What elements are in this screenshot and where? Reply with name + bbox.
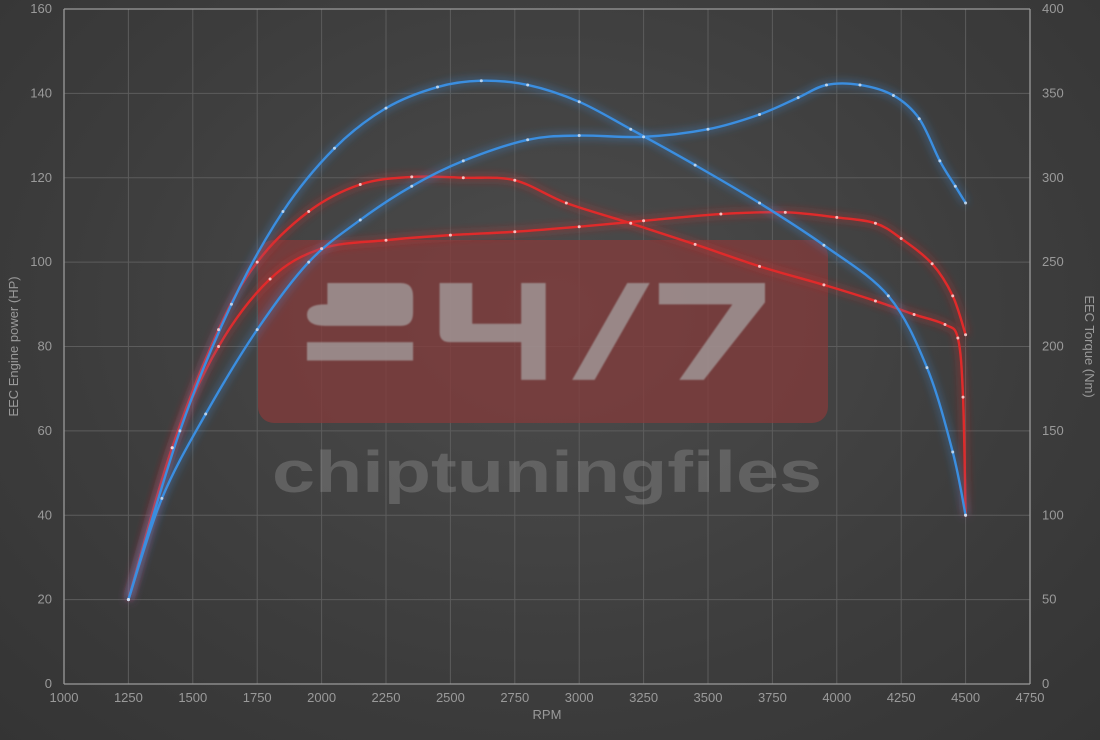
svg-text:3750: 3750	[758, 690, 787, 705]
svg-text:250: 250	[1042, 254, 1064, 269]
svg-text:150: 150	[1042, 423, 1064, 438]
svg-text:0: 0	[1042, 676, 1049, 691]
svg-text:EEC Torque (Nm): EEC Torque (Nm)	[1082, 295, 1097, 397]
svg-text:300: 300	[1042, 170, 1064, 185]
svg-text:3000: 3000	[565, 690, 594, 705]
svg-text:4000: 4000	[822, 690, 851, 705]
svg-text:120: 120	[30, 170, 52, 185]
svg-text:2750: 2750	[500, 690, 529, 705]
svg-text:4250: 4250	[887, 690, 916, 705]
svg-text:3500: 3500	[694, 690, 723, 705]
svg-text:RPM: RPM	[533, 707, 562, 722]
svg-text:4750: 4750	[1016, 690, 1045, 705]
svg-text:60: 60	[38, 423, 52, 438]
svg-text:4500: 4500	[951, 690, 980, 705]
svg-text:2000: 2000	[307, 690, 336, 705]
svg-text:40: 40	[38, 507, 52, 522]
svg-text:1250: 1250	[114, 690, 143, 705]
svg-text:20: 20	[38, 592, 52, 607]
svg-text:1000: 1000	[50, 690, 79, 705]
svg-text:140: 140	[30, 85, 52, 100]
svg-text:100: 100	[30, 254, 52, 269]
svg-text:3250: 3250	[629, 690, 658, 705]
svg-text:chiptuningfiles: chiptuningfiles	[272, 440, 822, 505]
svg-text:2500: 2500	[436, 690, 465, 705]
svg-text:1500: 1500	[178, 690, 207, 705]
svg-text:2250: 2250	[372, 690, 401, 705]
svg-text:EEC Engine power (HP): EEC Engine power (HP)	[6, 276, 21, 416]
svg-text:160: 160	[30, 1, 52, 16]
svg-text:50: 50	[1042, 592, 1056, 607]
svg-text:100: 100	[1042, 507, 1064, 522]
svg-text:350: 350	[1042, 85, 1064, 100]
svg-text:400: 400	[1042, 1, 1064, 16]
svg-text:1750: 1750	[243, 690, 272, 705]
svg-text:200: 200	[1042, 339, 1064, 354]
svg-text:80: 80	[38, 339, 52, 354]
svg-text:0: 0	[45, 676, 52, 691]
